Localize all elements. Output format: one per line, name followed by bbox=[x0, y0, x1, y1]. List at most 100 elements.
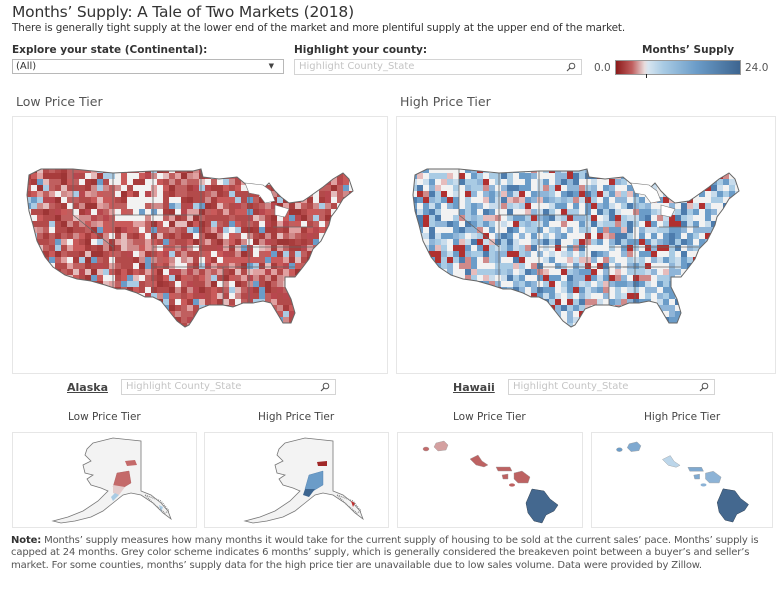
county-cell[interactable] bbox=[615, 179, 621, 185]
county-cell[interactable] bbox=[331, 311, 337, 317]
county-cell[interactable] bbox=[115, 281, 124, 290]
county-cell[interactable] bbox=[313, 197, 319, 203]
county-cell[interactable] bbox=[531, 209, 539, 217]
county-cell[interactable] bbox=[97, 311, 103, 317]
county-cell[interactable] bbox=[633, 239, 639, 245]
county-cell[interactable] bbox=[621, 233, 627, 239]
county-cell[interactable] bbox=[663, 233, 669, 239]
county-cell[interactable] bbox=[247, 275, 253, 281]
county-cell[interactable] bbox=[235, 245, 241, 251]
county-cell[interactable] bbox=[253, 173, 259, 179]
county-cell[interactable] bbox=[169, 197, 175, 203]
county-cell[interactable] bbox=[349, 281, 355, 287]
county-cell[interactable] bbox=[627, 299, 633, 305]
county-cell[interactable] bbox=[711, 263, 717, 269]
county-cell[interactable] bbox=[657, 221, 663, 227]
county-cell[interactable] bbox=[621, 311, 627, 317]
county-cell[interactable] bbox=[325, 191, 331, 197]
county-cell[interactable] bbox=[169, 233, 175, 239]
county-cell[interactable] bbox=[483, 263, 491, 271]
county-cell[interactable] bbox=[465, 197, 472, 204]
county-cell[interactable] bbox=[699, 305, 705, 311]
county-cell[interactable] bbox=[429, 179, 435, 185]
county-cell[interactable] bbox=[735, 203, 741, 209]
county-cell[interactable] bbox=[435, 287, 442, 294]
county-cell[interactable] bbox=[543, 281, 551, 289]
county-cell[interactable] bbox=[187, 299, 193, 305]
county-cell[interactable] bbox=[163, 281, 169, 287]
county-cell[interactable] bbox=[681, 185, 687, 191]
county-cell[interactable] bbox=[355, 167, 361, 173]
county-cell[interactable] bbox=[645, 203, 651, 209]
county-cell[interactable] bbox=[97, 293, 104, 300]
county-cell[interactable] bbox=[627, 215, 633, 221]
county-cell[interactable] bbox=[681, 221, 687, 227]
county-cell[interactable] bbox=[67, 263, 75, 271]
county-cell[interactable] bbox=[555, 263, 561, 269]
county-cell[interactable] bbox=[429, 233, 436, 240]
county-cell[interactable] bbox=[199, 209, 205, 215]
county-cell[interactable] bbox=[145, 227, 151, 233]
county-cell[interactable] bbox=[447, 311, 456, 320]
county-cell[interactable] bbox=[43, 233, 50, 240]
county-cell[interactable] bbox=[283, 323, 289, 329]
county-cell[interactable] bbox=[549, 275, 555, 281]
county-cell[interactable] bbox=[223, 251, 229, 257]
county-cell[interactable] bbox=[127, 179, 133, 185]
county-cell[interactable] bbox=[687, 191, 693, 197]
county-cell[interactable] bbox=[259, 227, 265, 233]
county-cell[interactable] bbox=[193, 203, 199, 209]
county-cell[interactable] bbox=[549, 317, 555, 323]
county-cell[interactable] bbox=[283, 173, 289, 179]
county-cell[interactable] bbox=[639, 269, 645, 275]
county-cell[interactable] bbox=[639, 209, 645, 215]
county-cell[interactable] bbox=[271, 203, 277, 209]
county-cell[interactable] bbox=[79, 227, 85, 233]
county-cell[interactable] bbox=[729, 311, 735, 317]
county-cell[interactable] bbox=[435, 179, 443, 187]
county-cell[interactable] bbox=[531, 275, 540, 284]
county-cell[interactable] bbox=[217, 173, 223, 179]
county-cell[interactable] bbox=[741, 203, 747, 209]
county-cell[interactable] bbox=[627, 269, 633, 275]
county-cell[interactable] bbox=[633, 167, 639, 173]
county-cell[interactable] bbox=[729, 275, 735, 281]
county-cell[interactable] bbox=[417, 257, 426, 266]
county-cell[interactable] bbox=[91, 305, 97, 311]
county-cell[interactable] bbox=[627, 233, 633, 239]
county-cell[interactable] bbox=[235, 251, 241, 257]
county-cell[interactable] bbox=[705, 233, 711, 239]
county-cell[interactable] bbox=[145, 257, 151, 263]
county-cell[interactable] bbox=[435, 251, 444, 260]
county-cell[interactable] bbox=[121, 305, 128, 312]
county-cell[interactable] bbox=[435, 311, 444, 320]
county-cell[interactable] bbox=[489, 317, 495, 323]
county-cell[interactable] bbox=[73, 281, 81, 289]
county-cell[interactable] bbox=[591, 191, 597, 197]
county-cell[interactable] bbox=[355, 275, 361, 281]
county-cell[interactable] bbox=[693, 197, 699, 203]
county-cell[interactable] bbox=[343, 275, 349, 281]
us-map-high-tier[interactable] bbox=[397, 117, 775, 373]
county-cell[interactable] bbox=[681, 287, 687, 293]
county-cell[interactable] bbox=[513, 233, 520, 240]
county-cell[interactable] bbox=[181, 293, 187, 299]
county-cell[interactable] bbox=[597, 197, 603, 203]
county-cell[interactable] bbox=[79, 269, 87, 277]
county-cell[interactable] bbox=[573, 251, 579, 257]
county-cell[interactable] bbox=[349, 299, 355, 305]
county-cell[interactable] bbox=[579, 191, 585, 197]
county-cell[interactable] bbox=[657, 323, 663, 329]
county-cell[interactable] bbox=[169, 251, 175, 257]
county-cell[interactable] bbox=[25, 233, 32, 240]
county-cell[interactable] bbox=[429, 311, 437, 319]
county-cell[interactable] bbox=[229, 311, 235, 317]
county-cell[interactable] bbox=[663, 179, 669, 185]
county-cell[interactable] bbox=[43, 209, 52, 218]
county-cell[interactable] bbox=[337, 197, 343, 203]
county-cell[interactable] bbox=[67, 299, 76, 308]
county-cell[interactable] bbox=[97, 197, 105, 205]
county-cell[interactable] bbox=[205, 317, 211, 323]
county-cell[interactable] bbox=[265, 239, 271, 245]
county-cell[interactable] bbox=[169, 287, 175, 293]
